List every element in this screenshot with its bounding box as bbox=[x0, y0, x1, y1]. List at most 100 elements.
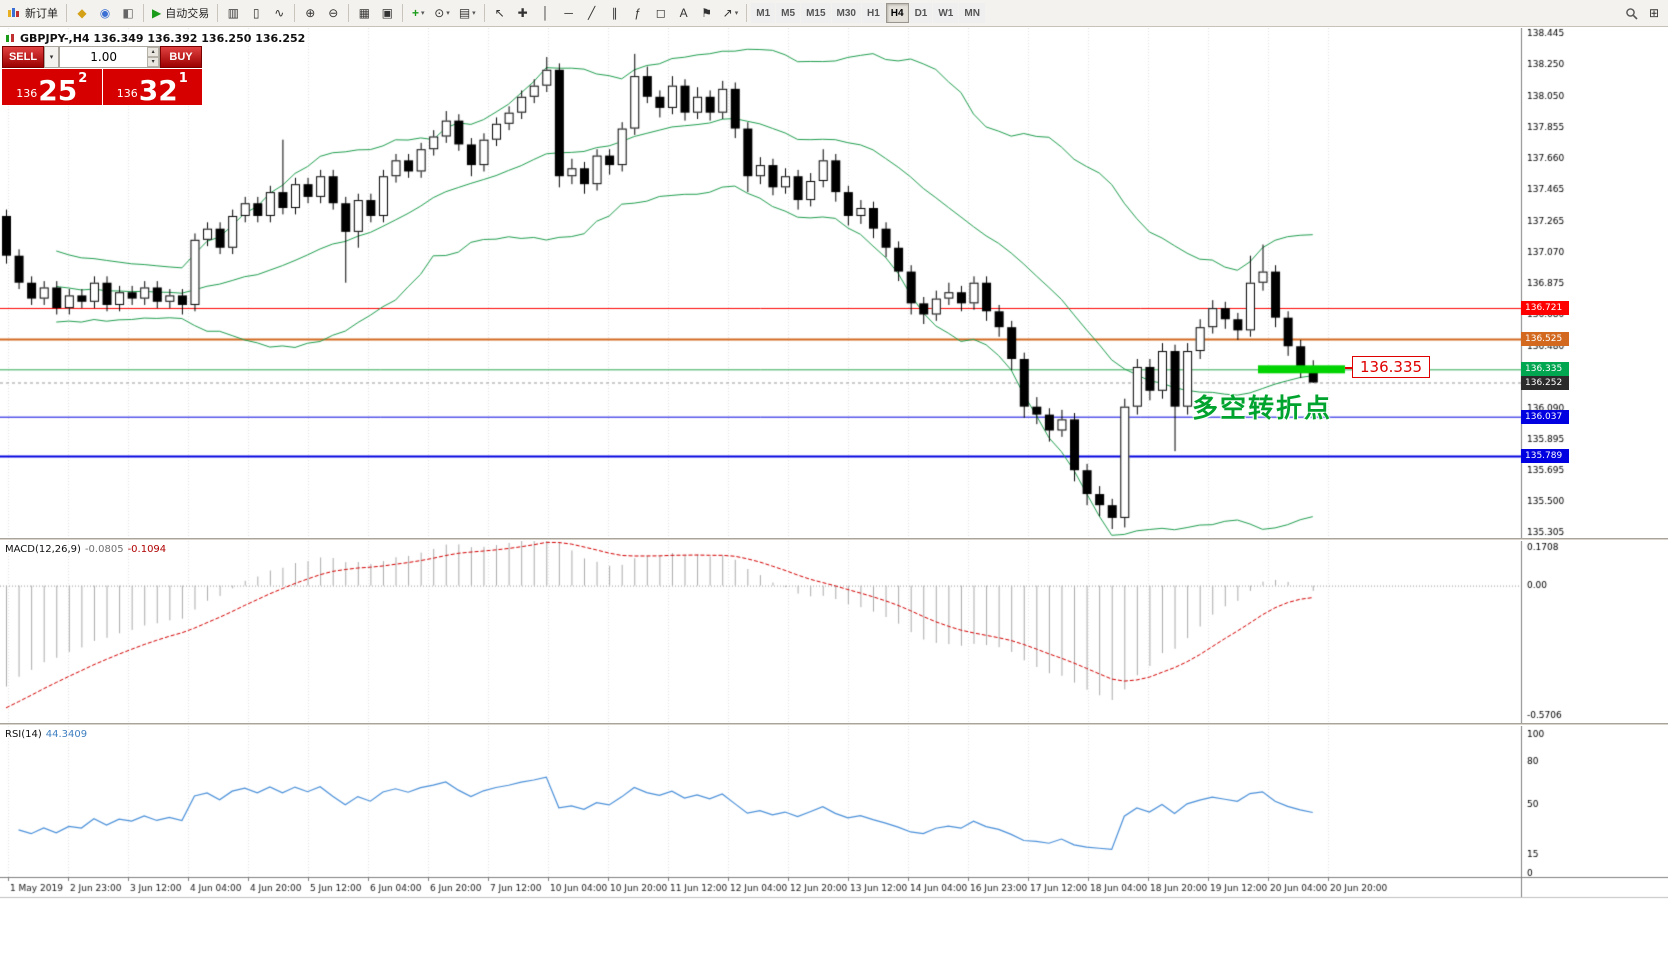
rsi-label: RSI(14) 44.3409 bbox=[5, 729, 87, 740]
toolbar-separator bbox=[66, 4, 67, 22]
profiles-button[interactable]: ◆ bbox=[71, 2, 93, 24]
timeframe-m30-button[interactable]: M30 bbox=[831, 3, 861, 23]
add-indicator-button[interactable]: + ▾ bbox=[407, 2, 429, 24]
volume-input[interactable] bbox=[60, 47, 148, 67]
toolbar-separator bbox=[217, 4, 219, 22]
buy-price-base: 136 bbox=[116, 87, 138, 100]
cursor-icon: ↖ bbox=[494, 6, 505, 20]
arrows-tool-button[interactable]: ↗ ▾ bbox=[719, 2, 743, 24]
macd-label: MACD(12,26,9) -0.0805 -0.1094 bbox=[5, 544, 166, 555]
new-order-icon bbox=[8, 8, 19, 17]
zoom-out-button[interactable]: ⊖ bbox=[322, 2, 344, 24]
price-scale-markers: 136.721 136.525 136.335 136.252 136.037 135.7… bbox=[1521, 28, 1668, 954]
timeframe-h1-button[interactable]: H1 bbox=[861, 3, 885, 23]
level-callout-136-335[interactable]: 136.335 bbox=[1344, 356, 1431, 378]
chevron-down-icon: ▾ bbox=[49, 54, 54, 61]
candlestick-chart-button[interactable]: ▯ bbox=[245, 2, 267, 24]
navigator-button[interactable]: ◧ bbox=[117, 2, 139, 24]
price-marker-136.721[interactable]: 136.721 bbox=[1521, 300, 1569, 315]
sell-price-panel[interactable]: 136 25 2 bbox=[2, 69, 102, 105]
text-icon: A bbox=[679, 6, 688, 20]
chart-area: GBPJPY-,H4 136.349 136.392 136.250 136.2… bbox=[0, 28, 1668, 954]
sell-price-pips: 25 bbox=[38, 74, 78, 107]
symbol-icon bbox=[6, 34, 14, 42]
auto-trading-label: 自动交易 bbox=[165, 8, 210, 20]
shapes-tool-button[interactable]: ◻ bbox=[650, 2, 672, 24]
timeframe-d1-button[interactable]: D1 bbox=[909, 3, 933, 23]
timeframe-m15-button[interactable]: M15 bbox=[801, 3, 831, 23]
sell-button[interactable]: SELL bbox=[2, 46, 44, 68]
text-tool-button[interactable]: A bbox=[673, 2, 695, 24]
macd-name: MACD(12,26,9) bbox=[5, 544, 81, 555]
tile-windows-icon: ▦ bbox=[358, 6, 370, 20]
cascade-windows-icon: ▣ bbox=[381, 6, 393, 20]
rsi-value: 44.3409 bbox=[45, 729, 88, 740]
auto-trading-play-icon: ▶ bbox=[152, 6, 162, 20]
channel-tool-button[interactable]: ∥ bbox=[604, 2, 626, 24]
toolbar: 新订单 ◆ ◉ ◧ ▶ 自动交易 ▥ ▯ ∿ ⊕ ⊖ ▦ ▣ + ▾ ⊙ ▾ ▤ ▾ … bbox=[0, 0, 1668, 27]
turning-point-annotation: 多空转折点 bbox=[1192, 394, 1333, 424]
bar-chart-icon: ▥ bbox=[227, 6, 239, 20]
line-chart-icon: ∿ bbox=[274, 6, 285, 20]
arrows-icon: ↗ bbox=[722, 6, 733, 20]
trendline-icon: ╱ bbox=[588, 6, 596, 20]
market-watch-icon: ◉ bbox=[99, 6, 111, 20]
toolbar-separator bbox=[294, 4, 296, 22]
auto-trading-button[interactable]: ▶ 自动交易 bbox=[148, 2, 213, 24]
timeframe-w1-button[interactable]: W1 bbox=[933, 3, 959, 23]
price-marker-136.252: 136.252 bbox=[1521, 375, 1569, 390]
label-tool-button[interactable]: ⚑ bbox=[696, 2, 718, 24]
order-type-dropdown[interactable]: ▾ bbox=[44, 46, 59, 68]
cursor-tool-button[interactable]: ↖ bbox=[489, 2, 511, 24]
fibonacci-tool-button[interactable]: ƒ bbox=[627, 2, 649, 24]
toolbar-separator bbox=[746, 4, 748, 22]
price-marker-136.525[interactable]: 136.525 bbox=[1521, 332, 1569, 347]
templates-icon: ▤ bbox=[458, 6, 471, 20]
buy-price-panel[interactable]: 136 32 1 bbox=[102, 69, 202, 105]
timeframe-mn-button[interactable]: MN bbox=[959, 3, 985, 23]
chevron-down-icon: ▾ bbox=[472, 10, 476, 17]
macd-signal-value: -0.1094 bbox=[127, 544, 167, 555]
toolbar-separator bbox=[143, 4, 144, 22]
trendline-tool-button[interactable]: ╱ bbox=[581, 2, 603, 24]
search-button[interactable] bbox=[1620, 2, 1642, 24]
zoom-in-icon: ⊕ bbox=[305, 6, 316, 20]
chart-title-text: GBPJPY-,H4 136.349 136.392 136.250 136.2… bbox=[20, 32, 306, 45]
volume-down-button[interactable]: ▾ bbox=[147, 57, 159, 67]
cascade-windows-button[interactable]: ▣ bbox=[376, 2, 398, 24]
line-chart-button[interactable]: ∿ bbox=[268, 2, 290, 24]
price-marker-135.789[interactable]: 135.789 bbox=[1521, 449, 1569, 464]
new-window-button[interactable]: ⊞ bbox=[1643, 2, 1665, 24]
sell-price-base: 136 bbox=[16, 87, 38, 100]
pane-separator[interactable] bbox=[0, 538, 1668, 541]
crosshair-tool-button[interactable]: ✚ bbox=[512, 2, 534, 24]
chart-canvas[interactable] bbox=[0, 28, 1668, 954]
zoom-in-button[interactable]: ⊕ bbox=[299, 2, 321, 24]
timeframe-h4-button[interactable]: H4 bbox=[885, 3, 909, 23]
volume-field: ▴ ▾ bbox=[59, 46, 160, 68]
buy-button[interactable]: BUY bbox=[160, 46, 202, 68]
macd-main-value: -0.0805 bbox=[84, 544, 124, 555]
label-flag-icon: ⚑ bbox=[701, 6, 713, 20]
market-watch-button[interactable]: ◉ bbox=[94, 2, 116, 24]
vertical-line-tool-button[interactable]: │ bbox=[535, 2, 557, 24]
timeframe-m5-button[interactable]: M5 bbox=[776, 3, 801, 23]
tile-windows-button[interactable]: ▦ bbox=[353, 2, 375, 24]
volume-up-button[interactable]: ▴ bbox=[147, 47, 159, 57]
spin-down-icon: ▾ bbox=[151, 58, 155, 65]
horizontal-line-icon: ─ bbox=[564, 6, 573, 20]
new-order-button[interactable]: 新订单 bbox=[3, 2, 62, 24]
new-window-icon: ⊞ bbox=[1648, 6, 1660, 20]
bar-chart-button[interactable]: ▥ bbox=[222, 2, 244, 24]
pane-separator[interactable] bbox=[0, 723, 1668, 726]
buy-price-point: 1 bbox=[178, 71, 188, 86]
price-marker-136.335[interactable]: 136.335 bbox=[1521, 362, 1569, 377]
periods-button[interactable]: ⊙ ▾ bbox=[430, 2, 454, 24]
search-icon bbox=[1625, 7, 1638, 20]
horizontal-line-tool-button[interactable]: ─ bbox=[558, 2, 580, 24]
templates-button[interactable]: ▤ ▾ bbox=[455, 2, 480, 24]
crosshair-icon: ✚ bbox=[517, 6, 528, 20]
price-marker-136.037[interactable]: 136.037 bbox=[1521, 409, 1569, 424]
toolbar-separator bbox=[348, 4, 350, 22]
timeframe-m1-button[interactable]: M1 bbox=[751, 3, 776, 23]
